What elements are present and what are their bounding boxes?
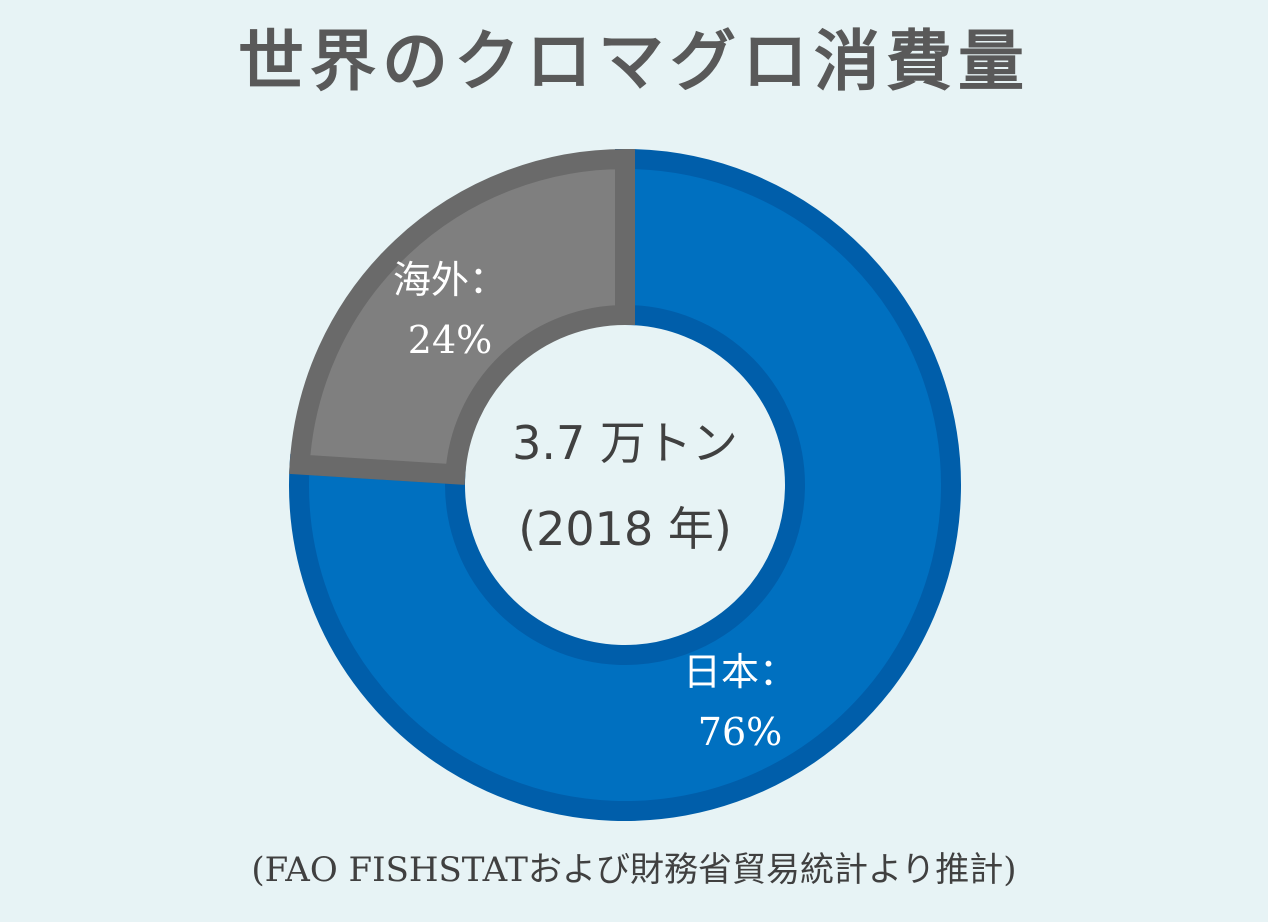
center-label-year: (2018 年) — [518, 502, 732, 556]
slice-label-overseas-name: 海外： — [392, 258, 507, 302]
slice-japan — [289, 148, 961, 821]
source-note: (FAO FISHSTATおよび財務省貿易統計より推計) — [251, 850, 1017, 890]
chart-title: 世界のクロマグロ消費量 — [238, 22, 1030, 100]
slice-label-japan-name: 日本： — [682, 650, 797, 694]
slice-label-overseas: 海外： 24% — [355, 258, 545, 363]
slice-label-japan: 日本： 76% — [640, 650, 840, 755]
slice-label-overseas-value: 24% — [407, 317, 493, 362]
slice-label-japan-value: 76% — [697, 709, 783, 754]
slice-overseas — [289, 148, 635, 485]
center-label-total: 3.7 万トン — [512, 416, 738, 470]
